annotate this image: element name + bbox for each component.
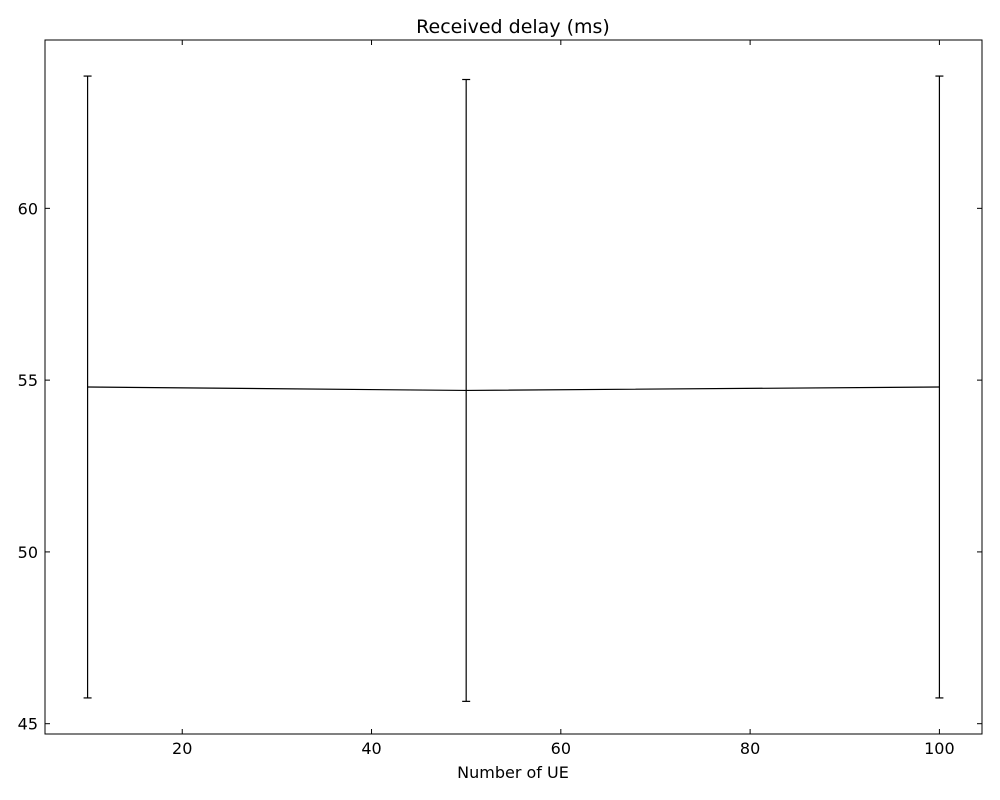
x-tick-label: 100 xyxy=(924,739,955,758)
x-axis-label: Number of UE xyxy=(457,763,569,782)
series-line xyxy=(87,386,940,392)
y-tick-label: 55 xyxy=(18,371,38,390)
x-tick-label: 20 xyxy=(172,739,192,758)
series-layer xyxy=(83,75,944,702)
y-axis: 45 50 55 60 xyxy=(18,199,982,734)
x-tick-label: 40 xyxy=(361,739,381,758)
x-tick-label: 80 xyxy=(740,739,760,758)
y-tick-label: 60 xyxy=(18,199,38,218)
x-axis: 20 40 60 80 100 xyxy=(172,40,955,758)
x-tick-label: 60 xyxy=(551,739,571,758)
chart-title: Received delay (ms) xyxy=(416,16,610,38)
plot-area xyxy=(44,39,983,735)
y-tick-label: 50 xyxy=(18,543,38,562)
y-tick-label: 45 xyxy=(18,715,38,734)
